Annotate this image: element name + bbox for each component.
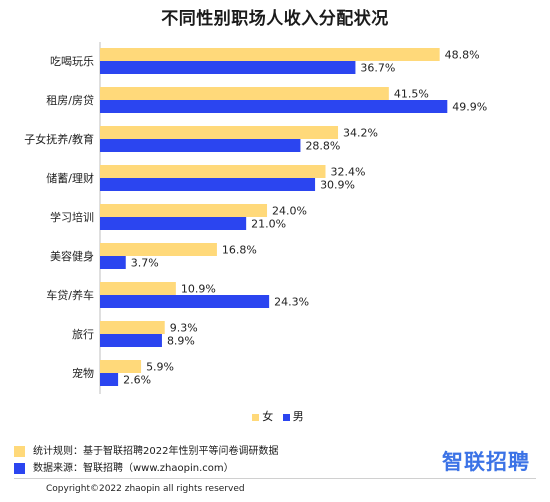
bar-male (100, 256, 126, 269)
legend-label-female: 女 (262, 410, 274, 423)
note-source-text: 数据来源：智联招聘（www.zhaopin.com） (33, 463, 234, 474)
data-label-female: 5.9% (146, 361, 174, 374)
chart-title: 不同性别职场人收入分配状况 (161, 9, 389, 29)
data-label-male: 21.0% (251, 218, 286, 231)
bar-male (100, 61, 356, 74)
category-label: 美容健身 (50, 249, 94, 263)
category-label: 旅行 (72, 327, 94, 341)
data-label-female: 32.4% (331, 166, 366, 179)
bar-female (100, 126, 339, 139)
notes: 统计规则：基于智联招聘2022年性别平等问卷调研数据 数据来源：智联招聘（www… (14, 443, 278, 477)
bar-female (100, 321, 165, 334)
bar-female (100, 243, 217, 256)
data-label-female: 34.2% (343, 127, 378, 140)
bar-male (100, 178, 316, 191)
legend-label-male: 男 (292, 410, 304, 423)
bar-female (100, 360, 142, 373)
data-label-female: 10.9% (181, 283, 216, 296)
category-label: 储蓄/理财 (46, 171, 94, 185)
legend-swatch-female (252, 413, 260, 421)
note-swatch-yellow (14, 446, 25, 457)
note-source: 数据来源：智联招聘（www.zhaopin.com） (14, 460, 278, 477)
category-label: 租房/房贷 (46, 93, 94, 107)
bar-female (100, 165, 326, 178)
footer-divider (14, 478, 536, 479)
data-label-male: 36.7% (360, 62, 395, 75)
category-label: 吃喝玩乐 (50, 55, 94, 68)
data-label-male: 2.6% (123, 374, 151, 387)
category-label: 学习培训 (50, 210, 94, 224)
data-label-female: 16.8% (222, 244, 257, 257)
bar-male (100, 100, 448, 113)
bar-chart: 吃喝玩乐 48.8% 36.7% 租房/房贷 41.5% 49.9% 子女抚养/教育 34.2… (24, 42, 487, 394)
category-label: 车贷/养车 (46, 288, 94, 302)
bar-female (100, 282, 176, 295)
data-label-male: 49.9% (452, 101, 487, 114)
bar-female (100, 87, 389, 100)
data-label-female: 41.5% (394, 88, 429, 101)
data-label-female: 24.0% (272, 205, 307, 218)
bar-male (100, 295, 270, 308)
zhaopin-logo: 智联招聘 (442, 450, 530, 474)
data-label-male: 3.7% (131, 257, 159, 270)
bar-male (100, 373, 119, 386)
note-rule-text: 统计规则：基于智联招聘2022年性别平等问卷调研数据 (33, 446, 279, 457)
category-label: 子女抚养/教育 (24, 132, 94, 146)
bar-male (100, 334, 162, 347)
note-rule: 统计规则：基于智联招聘2022年性别平等问卷调研数据 (14, 443, 278, 460)
data-label-male: 24.3% (274, 296, 309, 309)
bar-male (100, 217, 247, 230)
category-label: 宠物 (72, 366, 94, 380)
data-label-male: 8.9% (167, 335, 195, 348)
copyright-text: Copyright©2022 zhaopin all rights reserv… (46, 484, 245, 494)
data-label-female: 9.3% (170, 322, 198, 335)
data-label-male: 30.9% (320, 179, 355, 192)
note-swatch-blue (14, 463, 25, 474)
bar-female (100, 204, 268, 217)
bar-female (100, 48, 440, 61)
bar-male (100, 139, 301, 152)
legend: 女 男 (0, 408, 550, 424)
data-label-male: 28.8% (305, 140, 340, 153)
data-label-female: 48.8% (445, 49, 480, 62)
legend-swatch-male (282, 413, 290, 421)
